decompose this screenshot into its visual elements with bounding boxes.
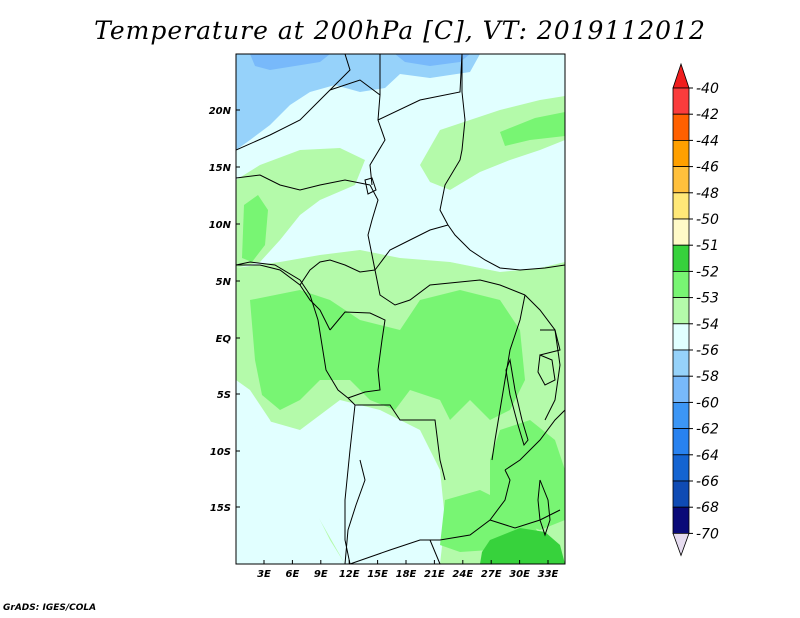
lake-outline bbox=[505, 358, 529, 447]
colorbar-label: -62 bbox=[696, 422, 719, 438]
longitude-axis: 3E 6E 9E 12E 15E 18E 21E 24E 27E 30E 33E bbox=[257, 560, 559, 580]
border-line bbox=[377, 54, 463, 121]
colorbar-cell bbox=[672, 297, 690, 325]
lon-tick-label: 18E bbox=[396, 569, 417, 580]
border-line bbox=[374, 269, 526, 306]
colorbar-label: -44 bbox=[696, 133, 719, 149]
colorbar-cell bbox=[672, 166, 690, 194]
lat-tick-label: EQ bbox=[216, 334, 232, 345]
lat-tick-label: 5N bbox=[216, 277, 232, 288]
field-warmer-northwest bbox=[242, 195, 268, 262]
border-line bbox=[329, 311, 386, 399]
lat-tick-label: 10N bbox=[209, 220, 232, 231]
lon-tick-label: 6E bbox=[286, 569, 300, 580]
colorbar-label: -70 bbox=[696, 526, 719, 542]
colorbar-label: -66 bbox=[696, 474, 719, 490]
field-warmer-northeast bbox=[500, 112, 565, 146]
colorbar-label: -48 bbox=[696, 186, 719, 202]
latitude-axis: 20N 15N 10N 5N EQ 5S 10S 15S bbox=[209, 106, 240, 514]
lat-tick-label: 5S bbox=[217, 390, 231, 401]
lon-tick-label: 30E bbox=[509, 569, 530, 580]
border-line bbox=[374, 224, 449, 271]
border-line bbox=[429, 539, 441, 564]
border-line bbox=[539, 329, 561, 356]
colorbar-cell bbox=[672, 218, 690, 246]
colorbar-label: -52 bbox=[696, 264, 719, 280]
colorbar-label: -68 bbox=[696, 500, 719, 516]
colorbar-cell bbox=[672, 323, 690, 351]
field-colder-north bbox=[250, 54, 330, 70]
lake-outline bbox=[537, 354, 556, 386]
colorbar-cell bbox=[672, 192, 690, 220]
colorbar-cell bbox=[672, 87, 690, 115]
coastline bbox=[236, 261, 349, 399]
lon-tick-label: 27E bbox=[481, 569, 502, 580]
colorbar-bottom-triangle bbox=[672, 533, 690, 557]
colorbar-cell bbox=[672, 454, 690, 482]
field-mid-southwest bbox=[236, 400, 445, 564]
colorbar-cell bbox=[672, 349, 690, 377]
colorbar-top-triangle bbox=[672, 62, 690, 89]
border-line bbox=[367, 184, 379, 271]
colorbar-label: -64 bbox=[696, 448, 719, 464]
border-line bbox=[236, 174, 371, 191]
colorbar-label: -42 bbox=[696, 107, 719, 123]
lat-tick-label: 15N bbox=[209, 163, 232, 174]
chart-title: Temperature at 200hPa [C], VT: 201911201… bbox=[94, 16, 706, 45]
colorbar-label: -51 bbox=[696, 238, 719, 254]
colorbar-cell bbox=[672, 375, 690, 403]
coastline bbox=[344, 459, 366, 564]
field-cold-north bbox=[236, 54, 480, 150]
colorbar-label: -58 bbox=[696, 369, 719, 385]
field-warmer-east bbox=[490, 420, 565, 530]
lon-tick-label: 9E bbox=[314, 569, 328, 580]
lon-tick-label: 12E bbox=[339, 569, 360, 580]
field-warm-northwest bbox=[236, 148, 365, 268]
colorbar-label: -46 bbox=[696, 160, 719, 176]
colorbar-label: -56 bbox=[696, 343, 719, 359]
border-line bbox=[491, 294, 526, 461]
lon-tick-label: 24E bbox=[452, 569, 473, 580]
lon-tick-label: 21E bbox=[424, 569, 445, 580]
temperature-field bbox=[236, 54, 565, 564]
lat-tick-label: 10S bbox=[210, 447, 231, 458]
colorbar-label: -53 bbox=[696, 291, 719, 307]
lat-tick-label: 20N bbox=[209, 106, 232, 117]
border-line bbox=[439, 54, 466, 226]
field-warmest-southeast bbox=[480, 528, 565, 564]
colorbar-cell bbox=[672, 270, 690, 298]
colorbar-label: -50 bbox=[696, 212, 719, 228]
colorbar-cell bbox=[672, 139, 690, 167]
lake-outline bbox=[364, 177, 377, 195]
border-line bbox=[447, 224, 565, 271]
colorbar-cell bbox=[672, 401, 690, 429]
border-line bbox=[524, 294, 561, 421]
lon-tick-label: 33E bbox=[538, 569, 559, 580]
lat-tick-label: 15S bbox=[210, 503, 231, 514]
credit-label: GrADS: IGES/COLA bbox=[3, 603, 97, 613]
colorbar-cell bbox=[672, 506, 690, 534]
border-line bbox=[349, 469, 511, 564]
field-colder-north-2 bbox=[395, 54, 470, 66]
country-borders bbox=[236, 54, 565, 564]
colorbar-label: -40 bbox=[696, 81, 719, 97]
colorbar-label: -60 bbox=[696, 395, 719, 411]
colorbar-cell bbox=[672, 428, 690, 456]
map-frame bbox=[235, 53, 566, 565]
colorbar-cell bbox=[672, 244, 690, 272]
lon-tick-label: 3E bbox=[257, 569, 271, 580]
colorbar-label: -54 bbox=[696, 317, 719, 333]
colorbar-cell bbox=[672, 480, 690, 508]
colorbar-cell bbox=[672, 113, 690, 141]
colorbar: -40 -42 -44 -46 -48 -50 -51 -52 -53 -54 -56 -58 -60 -… bbox=[672, 62, 719, 557]
border-line bbox=[299, 259, 376, 286]
border-line bbox=[504, 409, 565, 471]
border-line bbox=[236, 54, 351, 151]
lon-tick-label: 15E bbox=[367, 569, 388, 580]
lake-outline bbox=[537, 479, 551, 537]
